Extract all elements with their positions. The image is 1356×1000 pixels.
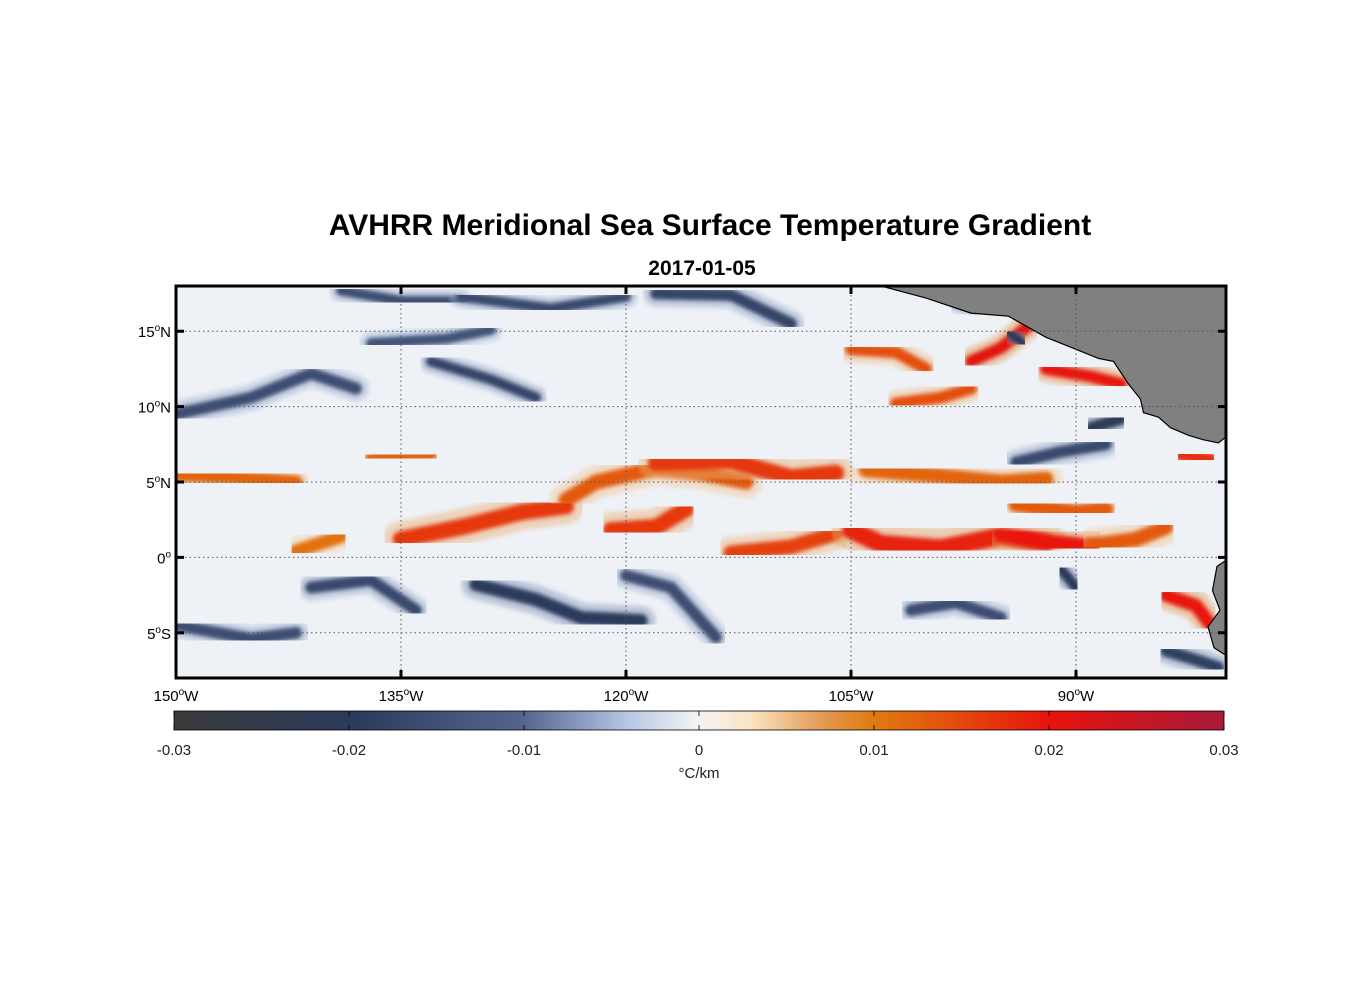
warm-front-12 [1083, 519, 1174, 553]
colorbar-tick-label: 0 [695, 742, 703, 759]
colorbar-unit-label: °C/km [679, 765, 720, 782]
lon-label-150W: 150oW [154, 687, 200, 705]
land-polygon-1 [880, 286, 1226, 444]
cold-front-29 [620, 569, 722, 644]
cold-front-24 [650, 287, 797, 330]
cold-front-20 [176, 367, 362, 421]
warm-front-3 [392, 497, 575, 548]
lat-label-5S: 5oS [147, 625, 171, 643]
cold-front-28 [469, 577, 648, 628]
cold-front-25 [365, 324, 497, 349]
cold-front-22 [335, 286, 467, 307]
warm-front-13 [1008, 497, 1114, 520]
cold-front-32 [1085, 412, 1127, 434]
cold-front-31 [1010, 438, 1112, 469]
cold-front-23 [455, 291, 632, 314]
colorbar: -0.03 -0.02 -0.01 0 0.01 0.02 0.03 °C/km [157, 710, 1239, 782]
colorbar-tick-label: -0.02 [332, 742, 366, 759]
warm-front-2 [365, 448, 437, 464]
warm-front-1 [176, 467, 303, 489]
warm-front-15 [890, 382, 977, 410]
warm-front-8 [723, 525, 844, 561]
cold-front-35 [1004, 328, 1028, 348]
warm-front-9 [858, 462, 1054, 490]
cold-front-26 [176, 619, 302, 645]
colorbar-ticks: -0.03 -0.02 -0.01 0 0.01 0.02 0.03 [157, 711, 1239, 759]
temperature-fronts [176, 286, 1226, 678]
cold-front-27 [305, 574, 422, 617]
map-panel: 15oN 10oN 5oN 0o 5oS 150oW 135oW 120oW 105oW 90o… [138, 284, 1228, 705]
chart-title: AVHRR Meridional Sea Surface Temperature… [329, 209, 1091, 242]
colorbar-tick-label: 0.03 [1209, 742, 1238, 759]
cold-front-33 [1055, 564, 1082, 593]
warm-front-18 [1175, 448, 1217, 466]
lat-label-5N: 5oN [146, 474, 171, 492]
cold-front-30 [905, 596, 1007, 624]
lon-label-135W: 135oW [379, 687, 425, 705]
lon-label-90W: 90oW [1058, 687, 1095, 705]
colorbar-tick-label: -0.01 [507, 742, 541, 759]
warm-front-17 [1040, 362, 1127, 390]
warm-front-4 [289, 529, 348, 559]
warm-front-14 [845, 343, 932, 375]
chart-subtitle: 2017-01-05 [648, 257, 756, 280]
lat-label-15N: 15oN [138, 323, 171, 341]
warm-front-19 [1159, 588, 1218, 632]
colorbar-tick-label: 0.02 [1034, 742, 1063, 759]
lat-label-0: 0o [157, 549, 171, 567]
lon-label-105W: 105oW [829, 687, 875, 705]
cold-front-21 [425, 356, 542, 403]
latitude-labels: 15oN 10oN 5oN 0o 5oS [138, 323, 172, 643]
warm-front-7 [647, 452, 845, 486]
lat-label-10N: 10oN [138, 399, 171, 417]
map-frame [174, 284, 1228, 680]
cold-front-34 [1160, 644, 1225, 674]
colorbar-tick-label: 0.01 [859, 742, 888, 759]
longitude-labels: 150oW 135oW 120oW 105oW 90oW [154, 687, 1095, 705]
colorbar-tick-label: -0.03 [157, 742, 191, 759]
lon-label-120W: 120oW [604, 687, 650, 705]
